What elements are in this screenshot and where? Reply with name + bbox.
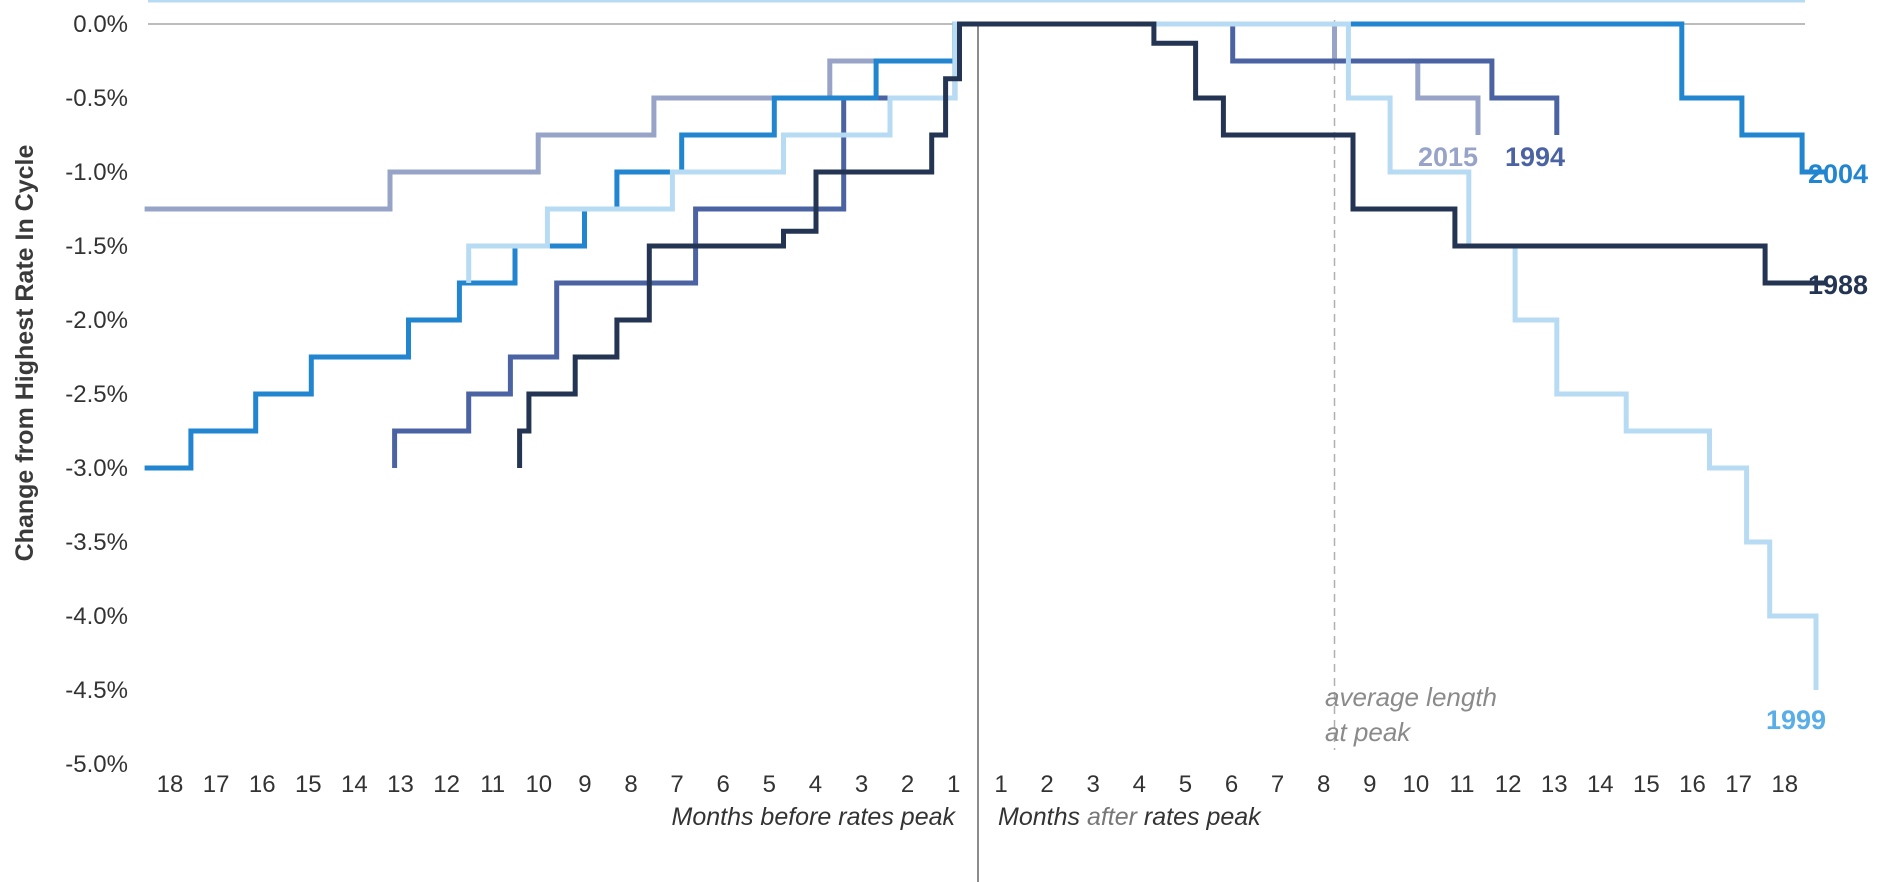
caption-after-a: Months [998, 803, 1087, 831]
x-tick-label-before: 14 [341, 771, 368, 798]
x-tick-label-after: 16 [1679, 771, 1706, 798]
x-tick-label-after: 4 [1133, 771, 1146, 798]
x-tick-label-after: 9 [1363, 771, 1376, 798]
y-tick-label: -2.5% [65, 381, 128, 408]
x-tick-label-after: 5 [1179, 771, 1192, 798]
x-tick-label-before: 4 [809, 771, 822, 798]
x-tick-label-after: 14 [1587, 771, 1614, 798]
x-tick-label-before: 9 [578, 771, 591, 798]
x-tick-label-after: 7 [1271, 771, 1284, 798]
y-tick-label: -4.0% [65, 603, 128, 630]
x-tick-label-before: 12 [433, 771, 460, 798]
x-tick-label-before: 11 [480, 771, 505, 798]
caption-before-b: before rates peak [753, 803, 956, 831]
x-tick-label-after: 17 [1725, 771, 1752, 798]
x-tick-label-before: 6 [717, 771, 730, 798]
x-tick-label-after: 2 [1040, 771, 1053, 798]
x-tick-label-after: 11 [1450, 771, 1475, 798]
x-tick-label-before: 18 [157, 771, 184, 798]
series-label-1994: 1994 [1505, 142, 1565, 172]
y-tick-label: -5.0% [65, 751, 128, 778]
x-tick-label-after: 1 [994, 771, 1007, 798]
x-tick-label-after: 12 [1495, 771, 1522, 798]
series-label-1999: 1999 [1766, 705, 1826, 735]
series-label-layer: 2015 1994 2004 1999 1988 [1418, 142, 1868, 735]
x-tick-label-before: 16 [249, 771, 276, 798]
x-tick-label-before: 1 [947, 771, 960, 798]
series-line-1994 [392, 21, 1560, 468]
x-tick-label-before: 2 [901, 771, 914, 798]
y-tick-label: -3.5% [65, 529, 128, 556]
annotation-line1: average length [1325, 682, 1497, 712]
x-caption-after: Months after rates peak [998, 803, 1262, 831]
x-tick-label-before: 5 [763, 771, 776, 798]
y-tick-label: -4.5% [65, 677, 128, 704]
y-tick-label: 0.0% [73, 11, 128, 38]
x-tick-label-after: 13 [1541, 771, 1568, 798]
y-tick-label: -1.0% [65, 159, 128, 186]
x-tick-label-after: 18 [1771, 771, 1798, 798]
x-tick-label-after: 6 [1225, 771, 1238, 798]
x-tick-label-after: 8 [1317, 771, 1330, 798]
x-tick-label-before: 17 [203, 771, 230, 798]
x-tick-label-after: 3 [1087, 771, 1100, 798]
caption-after-c: rates peak [1137, 803, 1262, 831]
x-tick-label-before: 15 [295, 771, 322, 798]
series-line-2015 [144, 21, 1481, 212]
x-tick-label-before: 13 [387, 771, 414, 798]
x-tick-label-after: 15 [1633, 771, 1660, 798]
x-tick-label-before: 3 [855, 771, 868, 798]
series-label-2015: 2015 [1418, 142, 1478, 172]
y-tick-label: -1.5% [65, 233, 128, 260]
series-line-2004 [144, 21, 1826, 471]
y-tick-label: -2.0% [65, 307, 128, 334]
x-tick-label-before: 8 [624, 771, 637, 798]
annotation-line2: at peak [1325, 717, 1412, 747]
caption-before-a: Months [672, 803, 754, 831]
x-tick-label-before: 7 [670, 771, 683, 798]
x-tick-label-after: 10 [1403, 771, 1430, 798]
x-caption-before: Months before rates peak [672, 803, 957, 831]
series-label-1988: 1988 [1808, 270, 1868, 300]
x-tick-labels: 18 17 16 15 14 13 12 11 10 9 8 7 6 5 4 3 2 1 1 2 3 4 5 6 7 8 9 10 11… [157, 771, 1798, 798]
y-tick-label: -0.5% [65, 85, 128, 112]
x-tick-label-before: 10 [525, 771, 552, 798]
y-axis-label: Change from Highest Rate In Cycle [11, 145, 39, 562]
y-tick-labels: 0.0% -0.5% -1.0% -1.5% -2.0% -2.5% -3.0% -3.5% -… [65, 11, 128, 778]
series-label-2004: 2004 [1808, 159, 1868, 189]
series-line-1999 [466, 21, 1819, 690]
series-layer [144, 21, 1826, 690]
series-line-1988 [517, 21, 1826, 468]
y-tick-label: -3.0% [65, 455, 128, 482]
caption-after-b: after [1087, 803, 1139, 831]
